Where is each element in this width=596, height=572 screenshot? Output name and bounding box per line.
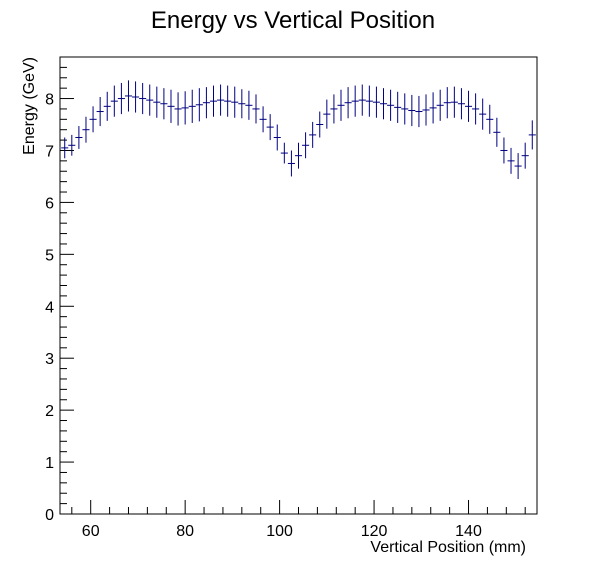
data-point (344, 87, 352, 119)
data-point (280, 142, 288, 164)
x-axis-label: Vertical Position (mm) (370, 539, 526, 556)
data-point (415, 95, 423, 128)
data-point (181, 91, 189, 125)
data-point (96, 96, 104, 127)
data-point (316, 111, 324, 138)
data-point (479, 98, 487, 130)
y-tick-label: 1 (45, 455, 54, 472)
data-point (245, 90, 253, 120)
data-point (408, 94, 416, 127)
x-axis: 60 80 100 120 140 (71, 500, 526, 540)
data-point (429, 92, 437, 124)
data-point (202, 87, 210, 119)
data-point (259, 106, 267, 133)
y-axis-label: Energy (GeV) (21, 57, 38, 155)
data-point (174, 92, 182, 126)
data-point (82, 116, 90, 143)
x-tick-label: 140 (455, 523, 482, 540)
data-point (401, 93, 409, 125)
data-point (528, 120, 536, 150)
data-point (472, 93, 480, 125)
data-point (252, 94, 260, 124)
data-point (195, 88, 203, 122)
data-point (387, 89, 395, 121)
data-point (231, 86, 239, 118)
y-axis: 0 1 2 3 4 5 6 7 8 (45, 56, 74, 524)
data-point (167, 89, 175, 123)
data-point (266, 114, 274, 141)
data-point (132, 81, 140, 113)
plot-frame (59, 56, 538, 515)
data-point (273, 124, 281, 151)
data-point (153, 86, 161, 118)
data-point (422, 94, 430, 126)
data-series (61, 80, 536, 180)
data-point (436, 89, 444, 121)
data-point (139, 82, 147, 115)
data-point (68, 134, 76, 156)
data-point (457, 88, 465, 120)
data-point (160, 88, 168, 120)
x-tick-label: 100 (266, 523, 293, 540)
y-tick-label: 2 (45, 403, 54, 420)
data-point (500, 137, 508, 164)
y-tick-label: 3 (45, 351, 54, 368)
data-point (89, 106, 97, 133)
y-tick-label: 7 (45, 143, 54, 160)
data-point (486, 104, 494, 134)
y-tick-label: 5 (45, 247, 54, 264)
y-tick-label: 8 (45, 92, 54, 109)
data-point (450, 86, 458, 118)
data-point (351, 85, 359, 117)
y-tick-label: 6 (45, 195, 54, 212)
chart-title: Energy vs Vertical Position (151, 7, 435, 34)
data-point (110, 85, 118, 117)
x-tick-label: 60 (82, 523, 100, 540)
data-point (217, 84, 225, 116)
y-tick-label: 0 (45, 507, 54, 524)
data-point (507, 147, 515, 174)
data-point (61, 137, 69, 159)
data-point (358, 84, 366, 116)
x-tick-label: 80 (176, 523, 194, 540)
data-point (337, 89, 345, 121)
data-point (394, 91, 402, 123)
data-point (323, 99, 331, 129)
data-point (75, 126, 83, 149)
data-point (443, 87, 451, 119)
data-point (521, 142, 529, 169)
data-point (117, 82, 125, 115)
data-point (103, 91, 111, 121)
data-point (464, 90, 473, 122)
data-point (372, 86, 380, 118)
data-point (238, 89, 246, 119)
data-point (365, 85, 373, 117)
data-point (379, 88, 388, 120)
data-point (287, 150, 295, 177)
data-point (224, 85, 232, 117)
data-point (514, 153, 522, 180)
data-point (124, 80, 133, 112)
data-point (302, 132, 310, 159)
x-tick-label: 120 (361, 523, 388, 540)
data-point (294, 142, 303, 169)
y-tick-label: 4 (45, 299, 54, 316)
data-point (209, 85, 218, 117)
data-point (493, 117, 501, 147)
data-point (330, 94, 338, 124)
data-point (188, 89, 196, 123)
data-point (146, 84, 154, 116)
data-point (309, 121, 317, 148)
